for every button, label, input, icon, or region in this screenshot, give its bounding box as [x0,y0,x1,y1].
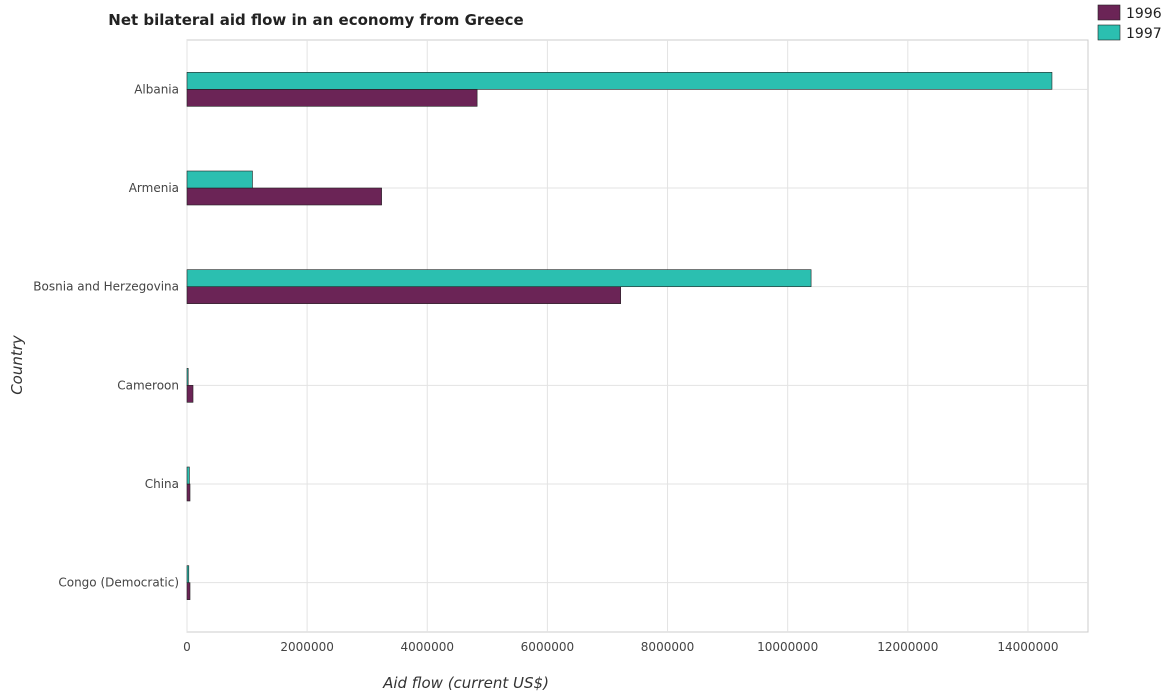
bar-1997-congo-democratic- [186,565,190,583]
axes: 0 2000000 4000000 6000000 8000000 10000000 120… [33,82,1058,654]
x-tick-label: 0 [183,640,191,654]
chart-title: Net bilateral aid flow in an economy fro… [108,11,523,29]
x-axis-label: Aid flow (current US$) [382,674,549,692]
bar-1996-bosnia-and-herzegovina [186,286,621,304]
legend: 1996 1997 [1097,4,1162,42]
x-tick-label: 4000000 [401,640,454,654]
grid [186,39,1089,633]
legend-swatch-1997 [1097,24,1121,41]
x-tick-label: 2000000 [280,640,333,654]
y-tick-label: Bosnia and Herzegovina [33,280,179,294]
bar-1996-china [186,483,191,502]
x-tick-label: 12000000 [877,640,938,654]
x-tick-label: 8000000 [641,640,694,654]
y-tick-label: Congo (Democratic) [58,576,179,590]
bar-1997-albania [186,72,1053,90]
plot-frame [186,39,1089,633]
bar-1996-armenia [186,187,382,206]
bar-1997-bosnia-and-herzegovina [186,269,812,287]
x-tick-label: 6000000 [521,640,574,654]
y-tick-label: Cameroon [117,378,179,392]
bar-1996-congo-democratic- [186,582,191,600]
y-tick-label: Armenia [129,181,179,195]
bar-1996-cameroon [186,385,194,403]
bar-1997-china [186,466,190,485]
y-axis-label: Country [8,334,26,395]
y-tick-label: Albania [134,82,179,96]
bar-1996-albania [186,89,478,107]
legend-swatch-1996 [1097,4,1121,21]
bar-1997-cameroon [186,368,189,386]
legend-label-1997: 1997 [1126,26,1162,42]
x-tick-label: 10000000 [757,640,818,654]
bars [186,72,1053,600]
x-tick-label: 14000000 [997,640,1058,654]
legend-label-1996: 1996 [1126,6,1162,22]
bar-1997-armenia [186,170,253,189]
y-tick-label: China [145,477,179,491]
